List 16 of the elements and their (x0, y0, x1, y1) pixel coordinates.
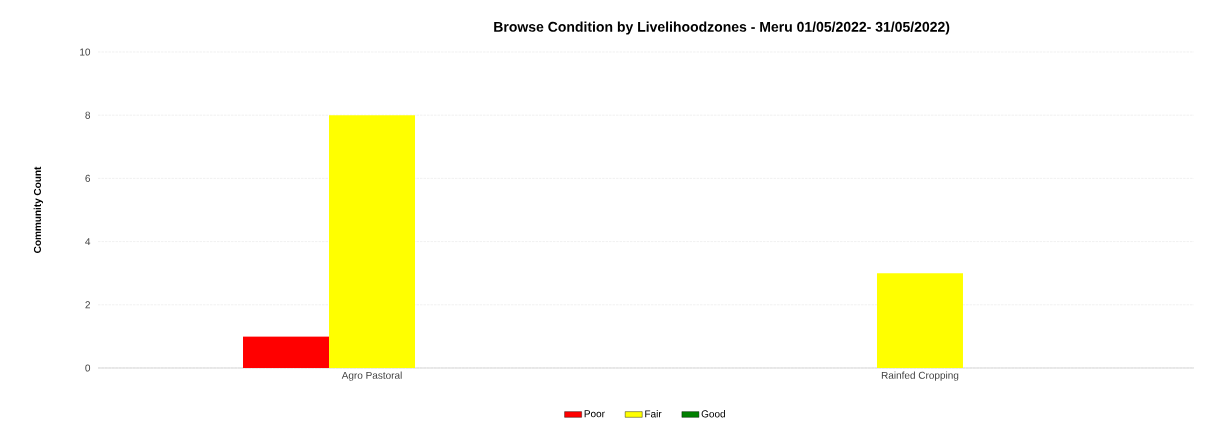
y-axis-title: Community Count (33, 166, 43, 253)
legend-label: Fair (645, 410, 662, 418)
bar (243, 336, 330, 368)
bar (876, 273, 963, 368)
y-tick-label: 0 (85, 364, 91, 372)
y-tick-label: 4 (85, 238, 91, 246)
legend-label: Poor (584, 410, 605, 418)
bar (329, 115, 416, 368)
y-tick-label: 8 (85, 111, 91, 119)
y-tick-label: 10 (80, 48, 91, 56)
x-tick-label: Rainfed Cropping (881, 371, 959, 381)
legend-label: Good (701, 410, 725, 418)
x-tick-label: Agro Pastoral (341, 371, 402, 381)
y-tick-label: 6 (85, 174, 91, 182)
chart-title: Browse Condition by Livelihoodzones - Meru 01/05/2022- 31/05/2022) (494, 21, 950, 35)
y-tick-label: 2 (85, 301, 90, 309)
